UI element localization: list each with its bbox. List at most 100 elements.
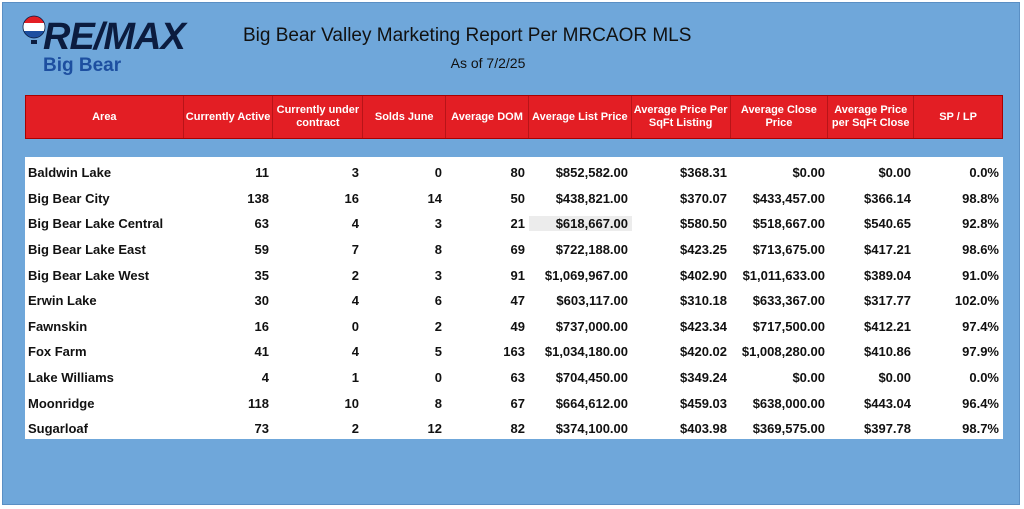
cell-under-contract: 7 <box>351 242 359 258</box>
cell-currently-active: 16 <box>254 318 269 334</box>
header-currently-active: Currently Active <box>183 96 274 138</box>
cell-average-dom: 91 <box>510 267 525 283</box>
cell-average-list-price: $603,117.00 <box>556 293 628 309</box>
cell-currently-active: 35 <box>254 267 269 283</box>
cell-average-list-price: $438,821.00 <box>555 190 628 206</box>
cell-under-contract: 4 <box>351 344 359 360</box>
cell-avg-price-sqft-listing: $370.07 <box>680 190 727 206</box>
cell-average-dom: 63 <box>510 370 525 386</box>
cell-average-dom: 80 <box>510 165 525 181</box>
table-row: Fawnskin 16 0 2 49 $737,000.00 $423.34 $717,500… <box>25 314 1003 340</box>
cell-under-contract: 4 <box>351 216 359 232</box>
cell-currently-active: 41 <box>254 344 269 360</box>
cell-avg-price-sqft-listing: $423.34 <box>680 318 727 334</box>
header-area: Area <box>26 96 184 138</box>
cell-currently-active: 4 <box>261 370 269 386</box>
cell-avg-price-sqft-listing: $403.98 <box>680 421 727 437</box>
cell-avg-price-sqft-close: $0.00 <box>878 165 911 181</box>
cell-area: Fawnskin <box>28 318 88 334</box>
cell-solds-june: 6 <box>434 293 442 309</box>
cell-avg-price-sqft-listing: $423.25 <box>680 242 727 258</box>
cell-currently-active: 30 <box>254 293 269 309</box>
cell-under-contract: 2 <box>351 267 359 283</box>
cell-average-list-price: $704,450.00 <box>555 370 628 386</box>
cell-area: Lake Williams <box>28 370 114 386</box>
cell-average-list-price: $722,188.00 <box>555 242 628 258</box>
cell-under-contract: 4 <box>351 293 359 309</box>
cell-under-contract: 3 <box>351 165 359 181</box>
cell-avg-price-sqft-close: $443.04 <box>864 395 911 411</box>
report-date: As of 7/2/25 <box>450 55 526 71</box>
cell-avg-price-sqft-close: $417.21 <box>864 242 911 258</box>
cell-avg-price-sqft-listing: $310.18 <box>680 293 727 309</box>
cell-avg-price-sqft-close: $389.04 <box>864 267 911 283</box>
cell-solds-june: 0 <box>434 370 442 386</box>
cell-sp-lp: 91.0% <box>962 267 999 283</box>
table-header: Area Currently Active Currently under cont… <box>25 95 1003 139</box>
cell-under-contract: 16 <box>344 190 359 206</box>
cell-avg-price-sqft-close: $410.86 <box>864 344 911 360</box>
cell-average-list-price: $664,612.00 <box>555 395 628 411</box>
cell-area: Baldwin Lake <box>28 165 112 181</box>
table-row: Fox Farm 41 4 5 163 $1,034,180.00 $420.02 $1,00… <box>25 339 1003 365</box>
cell-under-contract: 1 <box>351 370 359 386</box>
header-average-list-price: Average List Price <box>528 96 632 138</box>
table-row: Big Bear City 138 16 14 50 $438,821.00 $370.07… <box>25 186 1003 212</box>
hot-air-balloon-icon <box>22 15 46 44</box>
cell-sp-lp: 98.7% <box>962 421 999 437</box>
cell-avg-price-sqft-close: $397.78 <box>864 421 911 437</box>
table-row: Erwin Lake 30 4 6 47 $603,117.00 $310.18 $633,3… <box>25 288 1003 314</box>
cell-solds-june: 12 <box>427 421 442 437</box>
table-row: Baldwin Lake 11 3 0 80 $852,582.00 $368.31 $0.0… <box>25 160 1003 186</box>
cell-average-list-price: $1,069,967.00 <box>544 267 628 283</box>
cell-average-list-price: $1,034,180.00 <box>544 344 628 360</box>
cell-average-list-price: $737,000.00 <box>555 318 628 334</box>
cell-currently-active: 138 <box>247 190 269 206</box>
cell-average-dom: 67 <box>510 395 525 411</box>
cell-avg-price-sqft-close: $412.21 <box>864 318 911 334</box>
cell-average-close-price: $433,457.00 <box>752 190 825 206</box>
cell-avg-price-sqft-close: $317.77 <box>864 293 911 309</box>
cell-average-dom: 47 <box>510 293 525 309</box>
cell-average-dom: 163 <box>503 344 525 360</box>
cell-average-list-price: $618,667.00 <box>529 216 632 232</box>
cell-area: Moonridge <box>28 395 95 411</box>
table-row: Sugarloaf 73 2 12 82 $374,100.00 $403.98 $369,5… <box>25 416 1003 442</box>
header-avg-price-sqft-listing: Average Price Per SqFt Listing <box>631 96 731 138</box>
cell-under-contract: 10 <box>344 395 359 411</box>
cell-sp-lp: 97.4% <box>962 318 999 334</box>
cell-solds-june: 2 <box>434 318 442 334</box>
cell-currently-active: 11 <box>255 165 269 181</box>
cell-area: Big Bear City <box>28 190 110 206</box>
cell-under-contract: 2 <box>351 421 359 437</box>
header-avg-price-sqft-close: Average Price per SqFt Close <box>828 96 915 138</box>
cell-under-contract: 0 <box>351 318 359 334</box>
cell-solds-june: 5 <box>434 344 442 360</box>
table-row: Lake Williams 4 1 0 63 $704,450.00 $349.24 $0.0… <box>25 365 1003 391</box>
cell-avg-price-sqft-listing: $420.02 <box>680 344 727 360</box>
cell-sp-lp: 102.0% <box>954 293 999 309</box>
cell-avg-price-sqft-listing: $459.03 <box>680 395 727 411</box>
cell-solds-june: 8 <box>434 395 442 411</box>
cell-average-close-price: $0.00 <box>792 165 825 181</box>
cell-solds-june: 14 <box>427 190 442 206</box>
logo-wordmark: RE/MAX <box>43 16 186 58</box>
cell-avg-price-sqft-listing: $402.90 <box>680 267 727 283</box>
report-title: Big Bear Valley Marketing Report Per MRC… <box>243 25 692 46</box>
cell-sp-lp: 98.6% <box>962 242 999 258</box>
cell-area: Fox Farm <box>28 344 87 360</box>
header-sp-lp: SP / LP <box>914 96 1002 138</box>
logo-location: Big Bear <box>43 55 122 76</box>
header-solds-june: Solds June <box>363 96 447 138</box>
cell-currently-active: 118 <box>248 395 269 411</box>
cell-average-list-price: $852,582.00 <box>555 165 628 181</box>
cell-solds-june: 3 <box>434 216 442 232</box>
cell-sp-lp: 96.4% <box>962 395 999 411</box>
cell-average-close-price: $713,675.00 <box>752 242 825 258</box>
cell-average-close-price: $369,575.00 <box>752 421 825 437</box>
cell-average-dom: 82 <box>510 421 525 437</box>
cell-avg-price-sqft-listing: $368.31 <box>680 165 727 181</box>
cell-avg-price-sqft-listing: $349.24 <box>680 370 727 386</box>
cell-sp-lp: 0.0% <box>969 165 999 181</box>
